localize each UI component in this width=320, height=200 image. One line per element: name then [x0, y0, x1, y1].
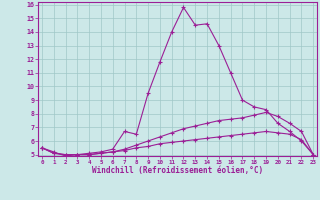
X-axis label: Windchill (Refroidissement éolien,°C): Windchill (Refroidissement éolien,°C) [92, 166, 263, 175]
